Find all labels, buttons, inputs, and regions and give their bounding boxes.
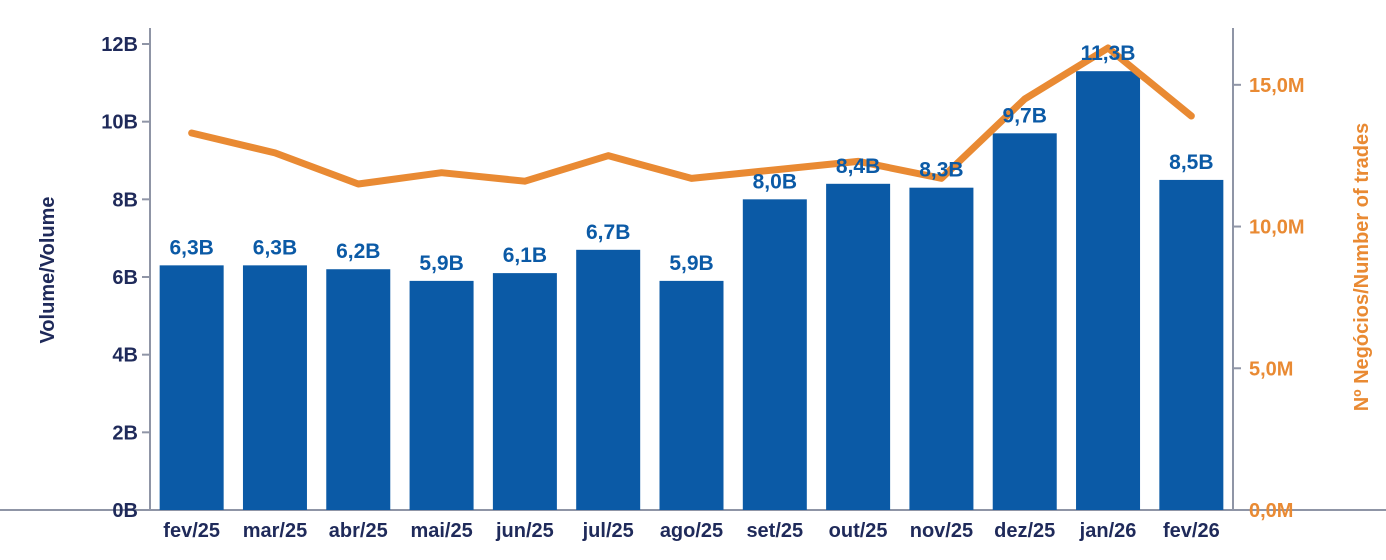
- bar: [909, 187, 974, 510]
- trades-point: [440, 171, 444, 175]
- bar-data-label: 6,3B: [253, 236, 297, 259]
- bar-data-label: 6,3B: [169, 236, 213, 259]
- bar: [159, 265, 224, 510]
- bar: [492, 273, 557, 510]
- trades-point: [523, 179, 527, 183]
- bar-data-label: 8,4B: [836, 155, 880, 178]
- bar-data-label: 8,3B: [919, 159, 963, 182]
- y-axis-right-title: Nº Negócios/Number of trades: [1351, 123, 1373, 411]
- y-right-tick-label: 15,0M: [1249, 75, 1305, 97]
- trades-point: [1106, 46, 1110, 50]
- bar-data-label: 6,1B: [503, 244, 547, 267]
- x-tick-label: jan/26: [1079, 520, 1137, 542]
- trades-point: [1023, 97, 1027, 101]
- x-tick-label: set/25: [746, 520, 803, 542]
- x-tick-label: abr/25: [329, 520, 388, 542]
- bar-data-label: 9,7B: [1003, 104, 1047, 127]
- x-tick-label: dez/25: [994, 520, 1055, 542]
- bar-data-label: 8,5B: [1169, 151, 1213, 174]
- x-tick-label: nov/25: [910, 520, 973, 542]
- x-tick-label: jul/25: [582, 520, 634, 542]
- bar: [576, 249, 641, 511]
- x-tick-label: jun/25: [495, 520, 554, 542]
- x-tick-label: ago/25: [660, 520, 723, 542]
- bar: [659, 280, 724, 510]
- bar-data-label: 8,0B: [753, 170, 797, 193]
- y-left-tick-label: 0B: [112, 500, 138, 522]
- x-tick-label: out/25: [829, 520, 888, 542]
- trades-point: [773, 168, 777, 172]
- bar: [992, 133, 1057, 511]
- bar: [1159, 179, 1224, 510]
- trades-point: [1189, 114, 1193, 118]
- bar-data-label: 5,9B: [669, 252, 713, 275]
- y-left-tick-label: 12B: [101, 34, 138, 56]
- trades-point: [856, 159, 860, 163]
- trades-point: [606, 154, 610, 158]
- x-tick-label: mar/25: [243, 520, 308, 542]
- trades-point: [939, 176, 943, 180]
- y-left-tick-label: 10B: [101, 112, 138, 134]
- trades-point: [356, 182, 360, 186]
- y-right-tick-label: 0,0M: [1249, 500, 1293, 522]
- x-tick-label: mai/25: [410, 520, 472, 542]
- y-axis-left-title: Volume/Volume: [37, 196, 59, 343]
- bar-data-label: 6,7B: [586, 221, 630, 244]
- bars-layer: [159, 71, 1224, 511]
- y-left-tick-label: 2B: [112, 422, 138, 444]
- ticks-layer: 0B 2B 4B 6B 8B 10B 12B 0,0M 5,0M 10,0M 15,0M fev/25…: [101, 34, 1304, 542]
- trades-point: [190, 131, 194, 135]
- y-right-tick-label: 10,0M: [1249, 217, 1305, 239]
- bar-data-label: 6,2B: [336, 240, 380, 263]
- x-tick-label: fev/25: [163, 520, 220, 542]
- bar: [242, 265, 307, 510]
- trades-point: [273, 151, 277, 155]
- bar: [742, 199, 807, 511]
- bar: [826, 183, 891, 511]
- bar: [326, 269, 391, 510]
- labels-layer: 6,3B 6,3B 6,2B 5,9B 6,1B 6,7B 5,9B 8,0B 8,4B 8,3B…: [169, 42, 1213, 275]
- y-left-tick-label: 8B: [112, 189, 138, 211]
- x-tick-label: fev/26: [1163, 520, 1220, 542]
- line-layer: [188, 44, 1195, 188]
- bar: [409, 280, 474, 510]
- y-left-tick-label: 4B: [112, 345, 138, 367]
- y-right-tick-label: 5,0M: [1249, 358, 1293, 380]
- y-left-tick-label: 6B: [112, 267, 138, 289]
- trades-point: [690, 176, 693, 180]
- bar-data-label: 11,3B: [1081, 42, 1136, 65]
- bar-data-label: 5,9B: [419, 252, 463, 275]
- bar: [1076, 71, 1141, 510]
